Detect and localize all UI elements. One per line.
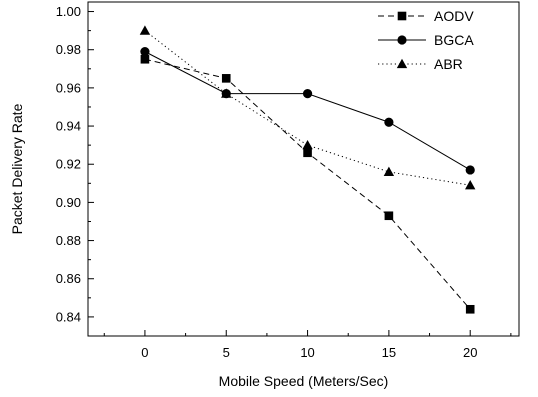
data-point-bgca (302, 89, 313, 99)
plot-area-border (87, 1, 520, 337)
x-axis-title: Mobile Speed (Meters/Sec) (219, 373, 389, 389)
legend-label-aodv: AODV (434, 8, 474, 24)
data-point-abr (383, 166, 395, 177)
y-tick-label: 0.90 (56, 195, 81, 210)
data-point-bgca (384, 117, 394, 127)
legend-item-bgca: BGCA (378, 32, 474, 48)
data-point-bgca (465, 165, 475, 175)
series-line-abr (144, 30, 471, 186)
x-tick-label: 15 (382, 345, 396, 360)
legend-label-bgca: BGCA (434, 32, 474, 48)
y-tick-label: 0.86 (56, 271, 81, 286)
y-tick-label: 0.84 (56, 309, 81, 324)
plot-frame (87, 1, 520, 337)
data-point-bgca (140, 47, 150, 57)
y-tick-label: 0.94 (56, 119, 81, 134)
series-bgca (140, 47, 475, 175)
y-tick-label: 0.98 (56, 42, 81, 57)
data-point-abr (302, 139, 313, 150)
data-point-aodv (303, 148, 312, 158)
legend-marker-abr (396, 58, 408, 69)
data-point-abr (465, 180, 476, 190)
legend-label-abr: ABR (434, 56, 463, 72)
legend-marker-bgca (397, 35, 407, 45)
legend-item-aodv: AODV (378, 8, 474, 24)
series-abr (139, 25, 476, 190)
x-tick-label: 20 (463, 345, 477, 360)
data-point-aodv (221, 74, 231, 83)
series-layer (139, 25, 476, 314)
y-tick-label: 0.88 (56, 233, 81, 248)
data-point-aodv (140, 54, 150, 64)
legend-item-abr: ABR (378, 56, 463, 72)
data-point-aodv (465, 304, 475, 314)
x-tick-label: 0 (141, 345, 148, 360)
tick-marks (88, 11, 512, 336)
y-tick-labels: 0.84 0.86 0.88 0.90 0.92 0.94 0.96 0.98 1.00 (56, 4, 81, 324)
y-tick-label: 0.92 (56, 157, 81, 172)
y-tick-label: 1.00 (56, 4, 81, 19)
x-tick-label: 10 (300, 345, 314, 360)
y-axis-title: Packet Delivery Rate (9, 103, 25, 234)
x-tick-label: 5 (223, 345, 230, 360)
legend: AODV BGCA ABR (378, 8, 474, 72)
data-point-abr (221, 88, 232, 98)
data-point-abr (139, 25, 151, 35)
y-tick-label: 0.96 (56, 80, 81, 95)
x-tick-labels: 0 5 10 15 20 (141, 345, 477, 360)
legend-marker-aodv (397, 11, 407, 21)
data-point-aodv (384, 211, 394, 221)
series-aodv (140, 54, 475, 314)
